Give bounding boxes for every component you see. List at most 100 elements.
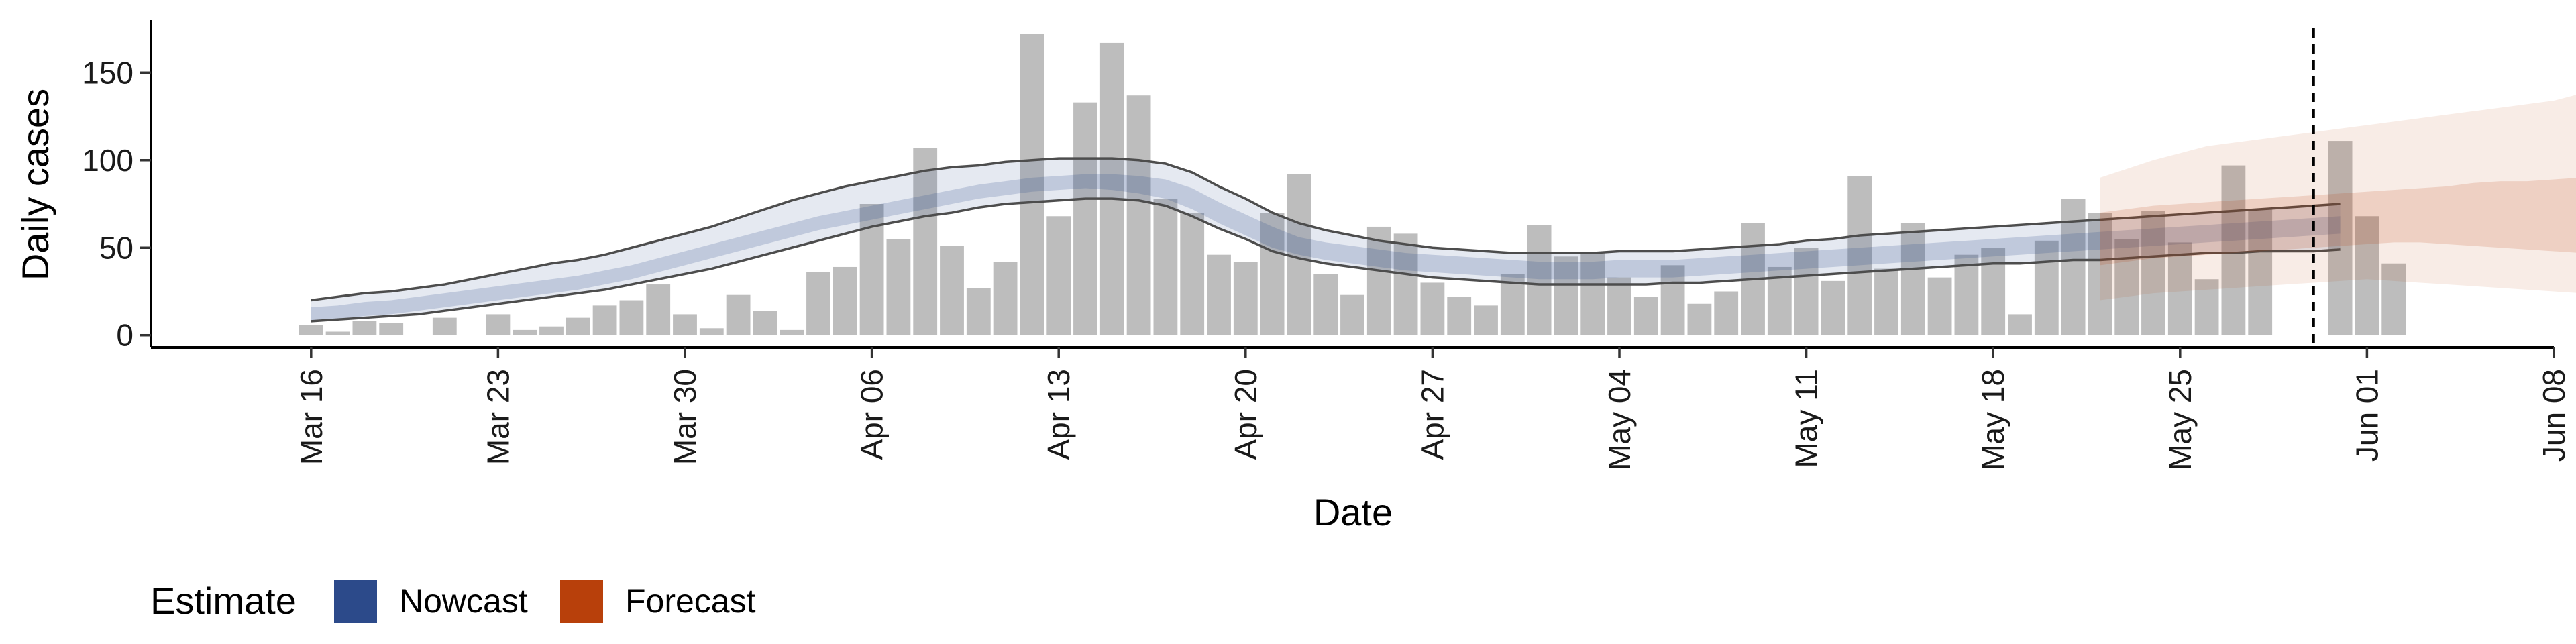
bar <box>2381 263 2406 335</box>
y-axis-title: Daily cases <box>14 89 56 280</box>
bar <box>833 266 857 335</box>
x-tick-label: May 04 <box>1602 369 1637 470</box>
legend-label-nowcast: Nowcast <box>399 582 528 620</box>
forecast-outer-band <box>2100 95 2576 301</box>
bar <box>1260 213 1285 335</box>
forecast-layer <box>2100 95 2576 301</box>
bar <box>539 326 564 335</box>
bar <box>2061 199 2086 335</box>
y-tick-label: 0 <box>116 318 133 353</box>
x-tick-label: May 25 <box>2163 369 2198 470</box>
y-tick-label: 150 <box>82 55 133 90</box>
bar <box>806 272 830 335</box>
bar <box>753 311 777 335</box>
x-tick-label: Mar 23 <box>480 369 515 465</box>
x-tick-label: Apr 27 <box>1415 369 1450 460</box>
bar <box>726 294 751 335</box>
bar <box>325 331 350 335</box>
bar <box>2141 211 2165 335</box>
bar <box>1393 233 1418 335</box>
bar <box>1527 225 1552 335</box>
x-tick-label: Jun 01 <box>2349 369 2384 462</box>
x-tick-label: Apr 20 <box>1228 369 1263 460</box>
bar <box>2355 216 2379 335</box>
legend: Estimate Nowcast Forecast <box>150 580 756 623</box>
bar-layer <box>299 34 2406 335</box>
bar <box>1233 262 1258 335</box>
bar <box>1554 256 1578 335</box>
bar <box>1687 303 1712 335</box>
x-tick-label: May 11 <box>1789 369 1824 468</box>
bar <box>1180 213 1205 335</box>
x-axis-title: Date <box>1313 491 1393 533</box>
x-ticks: Mar 16 Mar 23 Mar 30 Apr 06 Apr 13 Apr 20 Apr … <box>294 347 2571 470</box>
nowcast-inner-band <box>311 174 2341 321</box>
bar <box>1714 291 1739 335</box>
bar <box>886 239 911 335</box>
bar <box>619 300 644 335</box>
bar <box>673 314 697 335</box>
x-tick-label: May 18 <box>1976 369 2010 470</box>
bar <box>2034 240 2059 335</box>
bar <box>1207 254 1231 335</box>
x-tick-label: Apr 13 <box>1041 369 1076 460</box>
bar <box>940 246 964 335</box>
bar <box>1153 199 1178 335</box>
bar <box>1287 174 1311 335</box>
bar <box>1420 282 1445 335</box>
bar <box>993 262 1018 335</box>
legend-swatch-forecast <box>560 580 603 623</box>
bar <box>1900 223 1925 335</box>
bar <box>299 325 323 335</box>
nowcast-upper-line <box>311 157 2341 302</box>
bar <box>1607 277 1631 335</box>
bar <box>592 305 617 335</box>
bar <box>1126 95 1151 335</box>
bar <box>2167 242 2192 335</box>
bar <box>2194 279 2219 335</box>
nowcast-outer-band <box>311 158 2341 321</box>
bar <box>2248 209 2273 335</box>
bar <box>966 288 991 335</box>
bar <box>1927 277 1952 335</box>
bar <box>1874 268 1898 335</box>
forecast-inner-band <box>2100 178 2576 266</box>
bar <box>1313 274 1338 335</box>
bar <box>1580 253 1605 335</box>
y-tick-label: 100 <box>82 143 133 178</box>
bar <box>486 314 511 335</box>
bar <box>1474 305 1498 335</box>
bar <box>699 328 724 335</box>
bar <box>432 317 457 335</box>
nowcast-lower-line <box>311 197 2341 323</box>
bar <box>2088 213 2112 335</box>
bar <box>913 148 938 335</box>
bar <box>780 329 804 335</box>
bar <box>2221 165 2246 335</box>
legend-swatch-nowcast <box>334 580 377 623</box>
y-ticks: 0 50 100 150 <box>82 55 151 353</box>
bar <box>379 323 404 335</box>
bar <box>1794 248 1819 335</box>
x-tick-label: Apr 06 <box>855 369 890 460</box>
axes-layer <box>150 20 2554 349</box>
bar <box>1660 265 1685 335</box>
bar <box>352 321 377 335</box>
bar <box>1821 280 1845 335</box>
bar <box>2114 239 2139 335</box>
bar <box>646 284 671 335</box>
x-tick-label: Mar 16 <box>294 369 329 465</box>
bar <box>1847 176 1872 335</box>
bar <box>1447 297 1472 335</box>
y-tick-label: 50 <box>99 230 133 265</box>
bar <box>1099 42 1124 335</box>
bar <box>1633 297 1658 335</box>
bar <box>1073 102 1097 335</box>
bar <box>1340 294 1364 335</box>
bar <box>513 329 537 335</box>
x-tick-label: Mar 30 <box>667 369 702 465</box>
legend-label-forecast: Forecast <box>625 582 756 620</box>
bar <box>1954 254 1979 335</box>
bar <box>2008 314 2032 335</box>
